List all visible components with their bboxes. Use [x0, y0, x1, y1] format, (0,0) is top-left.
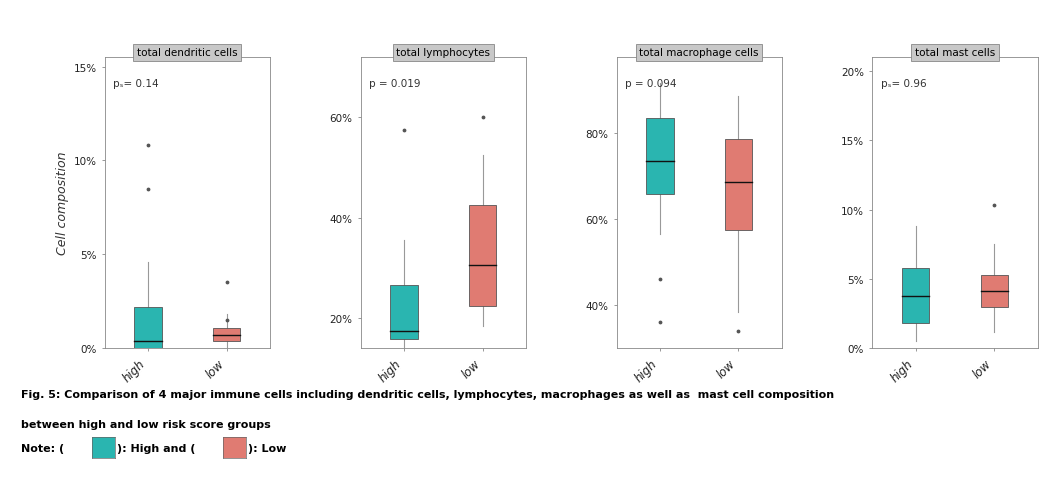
Text: p = 0.094: p = 0.094: [625, 78, 676, 89]
Text: p = 0.019: p = 0.019: [369, 78, 420, 89]
Bar: [134, 307, 161, 348]
Bar: [981, 275, 1008, 307]
Text: pₛ= 0.14: pₛ= 0.14: [113, 78, 158, 89]
Title: total mast cells: total mast cells: [915, 48, 996, 58]
Text: between high and low risk score groups: between high and low risk score groups: [21, 419, 270, 429]
Title: total macrophage cells: total macrophage cells: [639, 48, 759, 58]
Bar: [213, 328, 240, 341]
Y-axis label: Cell composition: Cell composition: [57, 151, 69, 255]
Bar: [902, 268, 930, 324]
Text: ): High and (: ): High and (: [117, 443, 196, 453]
Bar: [390, 286, 418, 339]
Text: Fig. 5: Comparison of 4 major immune cells including dendritic cells, lymphocyte: Fig. 5: Comparison of 4 major immune cel…: [21, 390, 834, 400]
Text: ): Low: ): Low: [248, 443, 287, 453]
Text: Note: (: Note: (: [21, 443, 64, 453]
Bar: [646, 118, 674, 195]
Bar: [468, 206, 497, 306]
Text: pₛ= 0.96: pₛ= 0.96: [880, 78, 926, 89]
Bar: [724, 140, 752, 230]
Title: total lymphocytes: total lymphocytes: [396, 48, 490, 58]
Title: total dendritic cells: total dendritic cells: [137, 48, 238, 58]
